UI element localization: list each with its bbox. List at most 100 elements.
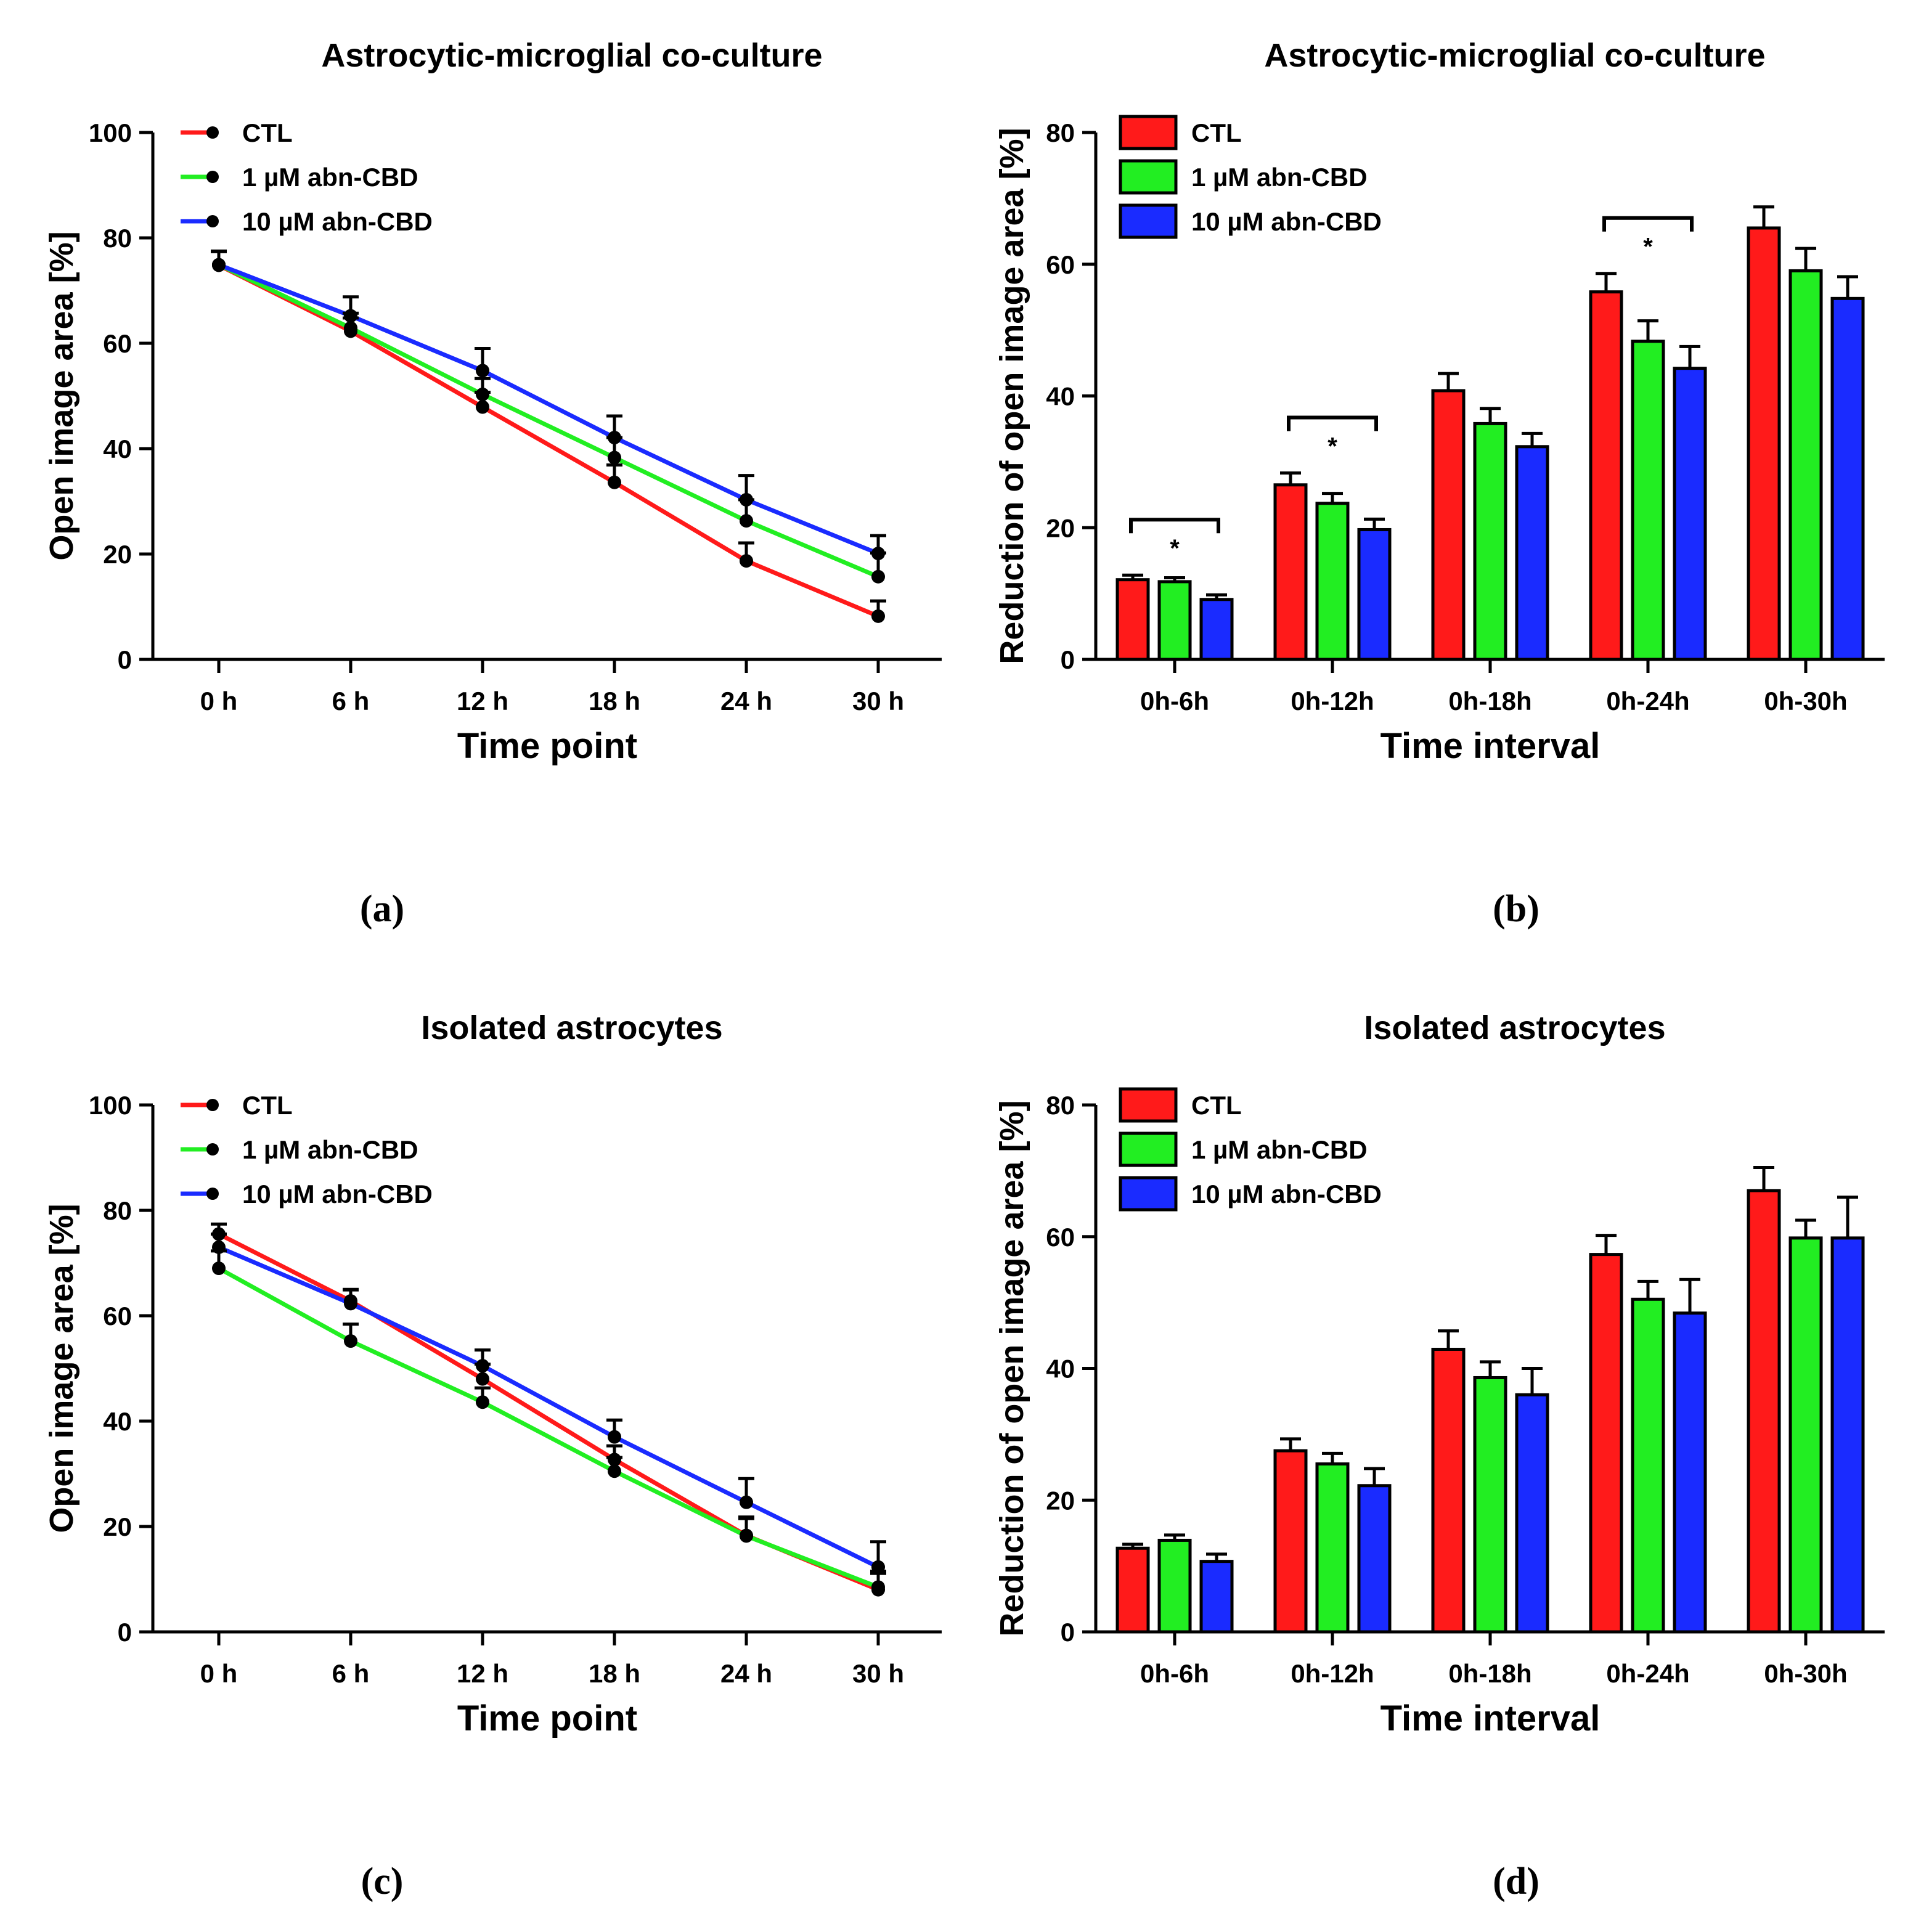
data-point — [344, 1297, 357, 1311]
series-line-2 — [218, 263, 879, 556]
data-point — [871, 1560, 885, 1574]
data-point — [608, 431, 621, 445]
x-tick-label: 0h-30h — [1764, 1659, 1847, 1688]
legend-swatch — [1119, 1087, 1178, 1123]
bar-1-0 — [1157, 580, 1192, 661]
bar-1-4 — [1788, 1236, 1823, 1634]
legend-label: CTL — [1191, 118, 1242, 147]
x-tick-label: 0h-30h — [1764, 687, 1847, 715]
panel-label: (a) — [360, 888, 404, 930]
y-tick-label: 20 — [103, 1512, 132, 1541]
bar-1-4 — [1788, 269, 1823, 661]
bar-2-2 — [1515, 445, 1549, 661]
y-tick-label: 40 — [1046, 382, 1075, 411]
significance-bracket — [1129, 518, 1220, 534]
data-point — [476, 1359, 489, 1373]
legend-marker — [206, 126, 219, 139]
y-tick-label: 20 — [1046, 1486, 1075, 1515]
data-point — [476, 400, 489, 414]
legend-label: 1 µM abn-CBD — [1191, 1135, 1368, 1164]
x-tick-label: 0h-24h — [1606, 687, 1689, 715]
legend-marker — [206, 171, 219, 183]
y-tick-label: 20 — [103, 540, 132, 569]
panel-label: (b) — [1493, 888, 1540, 930]
data-point — [740, 514, 753, 528]
data-point — [608, 475, 621, 489]
bar-0-3 — [1589, 1253, 1623, 1634]
panel-label: (c) — [361, 1861, 404, 1902]
significance-marker: * — [1643, 234, 1653, 261]
bar-0-2 — [1431, 389, 1466, 661]
chart-panel-2: Isolated astrocytes 0 20 40 60 80 100 Time poin… — [43, 1009, 942, 1902]
y-axis-label: Reduction of open image area [%] — [993, 1100, 1030, 1636]
y-tick-label: 60 — [103, 329, 132, 358]
bar-0-3 — [1589, 290, 1623, 661]
chart-title: Astrocytic-microglial co-culture — [321, 37, 822, 74]
legend-marker — [206, 1188, 219, 1200]
y-tick-label: 60 — [1046, 250, 1075, 279]
bar-2-3 — [1673, 367, 1707, 661]
legend-label: 1 µM abn-CBD — [242, 163, 418, 192]
significance-marker: * — [1327, 433, 1337, 460]
x-tick-label: 0 h — [200, 1659, 238, 1688]
x-tick-label: 0h-6h — [1140, 1659, 1209, 1688]
legend-swatch — [1119, 1176, 1178, 1212]
legend-marker — [206, 1143, 219, 1156]
y-tick-label: 80 — [1046, 1091, 1075, 1120]
data-point — [476, 1395, 489, 1409]
bar-1-2 — [1473, 1376, 1507, 1634]
bar-2-4 — [1830, 1236, 1865, 1634]
y-axis-label: Reduction of open image area [%] — [993, 128, 1030, 664]
x-tick-label: 18 h — [589, 1659, 640, 1688]
legend-swatch — [1119, 115, 1178, 150]
y-axis-label: Open image area [%] — [43, 231, 80, 560]
legend-label: 1 µM abn-CBD — [242, 1135, 418, 1164]
x-tick-label: 24 h — [720, 1659, 772, 1688]
y-tick-label: 40 — [1046, 1355, 1075, 1384]
y-tick-label: 100 — [89, 1091, 132, 1120]
data-point — [608, 1430, 621, 1444]
x-tick-label: 6 h — [332, 687, 370, 715]
y-tick-label: 80 — [103, 224, 132, 253]
bar-2-0 — [1199, 598, 1234, 661]
x-tick-label: 18 h — [589, 687, 640, 715]
series-line-2 — [218, 1245, 879, 1569]
chart-title: Isolated astrocytes — [1364, 1009, 1665, 1046]
data-point — [476, 1372, 489, 1386]
legend-marker — [206, 215, 219, 227]
bar-1-3 — [1631, 1297, 1665, 1634]
x-tick-label: 0 h — [200, 687, 238, 715]
legend-label: CTL — [242, 118, 293, 147]
x-tick-label: 0h-12h — [1291, 1659, 1374, 1688]
y-tick-label: 80 — [1046, 118, 1075, 147]
x-axis-label: Time point — [457, 726, 637, 766]
bar-1-1 — [1315, 1462, 1350, 1634]
legend-swatch — [1119, 1131, 1178, 1167]
significance-marker: * — [1170, 535, 1180, 562]
bar-2-2 — [1515, 1393, 1549, 1634]
data-point — [476, 387, 489, 401]
data-point — [212, 1262, 226, 1276]
data-point — [871, 547, 885, 561]
legend-swatch — [1119, 203, 1178, 239]
legend-label: 10 µM abn-CBD — [1191, 207, 1382, 236]
x-tick-label: 0h-18h — [1448, 1659, 1531, 1688]
chart-panel-0: Astrocytic-microglial co-culture 0 20 40 60 8… — [43, 37, 942, 930]
legend-label: 10 µM abn-CBD — [242, 207, 433, 236]
series-line-1 — [218, 1266, 879, 1589]
significance-bracket — [1287, 415, 1378, 431]
chart-title: Astrocytic-microglial co-culture — [1264, 37, 1765, 74]
data-point — [871, 609, 885, 623]
data-point — [740, 554, 753, 568]
data-point — [344, 309, 357, 323]
y-tick-label: 80 — [103, 1196, 132, 1225]
data-point — [740, 1529, 753, 1543]
data-point — [871, 569, 885, 584]
series-line-0 — [218, 263, 879, 619]
legend-marker — [206, 1099, 219, 1111]
significance-bracket — [1602, 216, 1694, 232]
data-point — [740, 492, 753, 507]
y-axis-label: Open image area [%] — [43, 1204, 80, 1533]
legend-label: 10 µM abn-CBD — [242, 1180, 433, 1209]
